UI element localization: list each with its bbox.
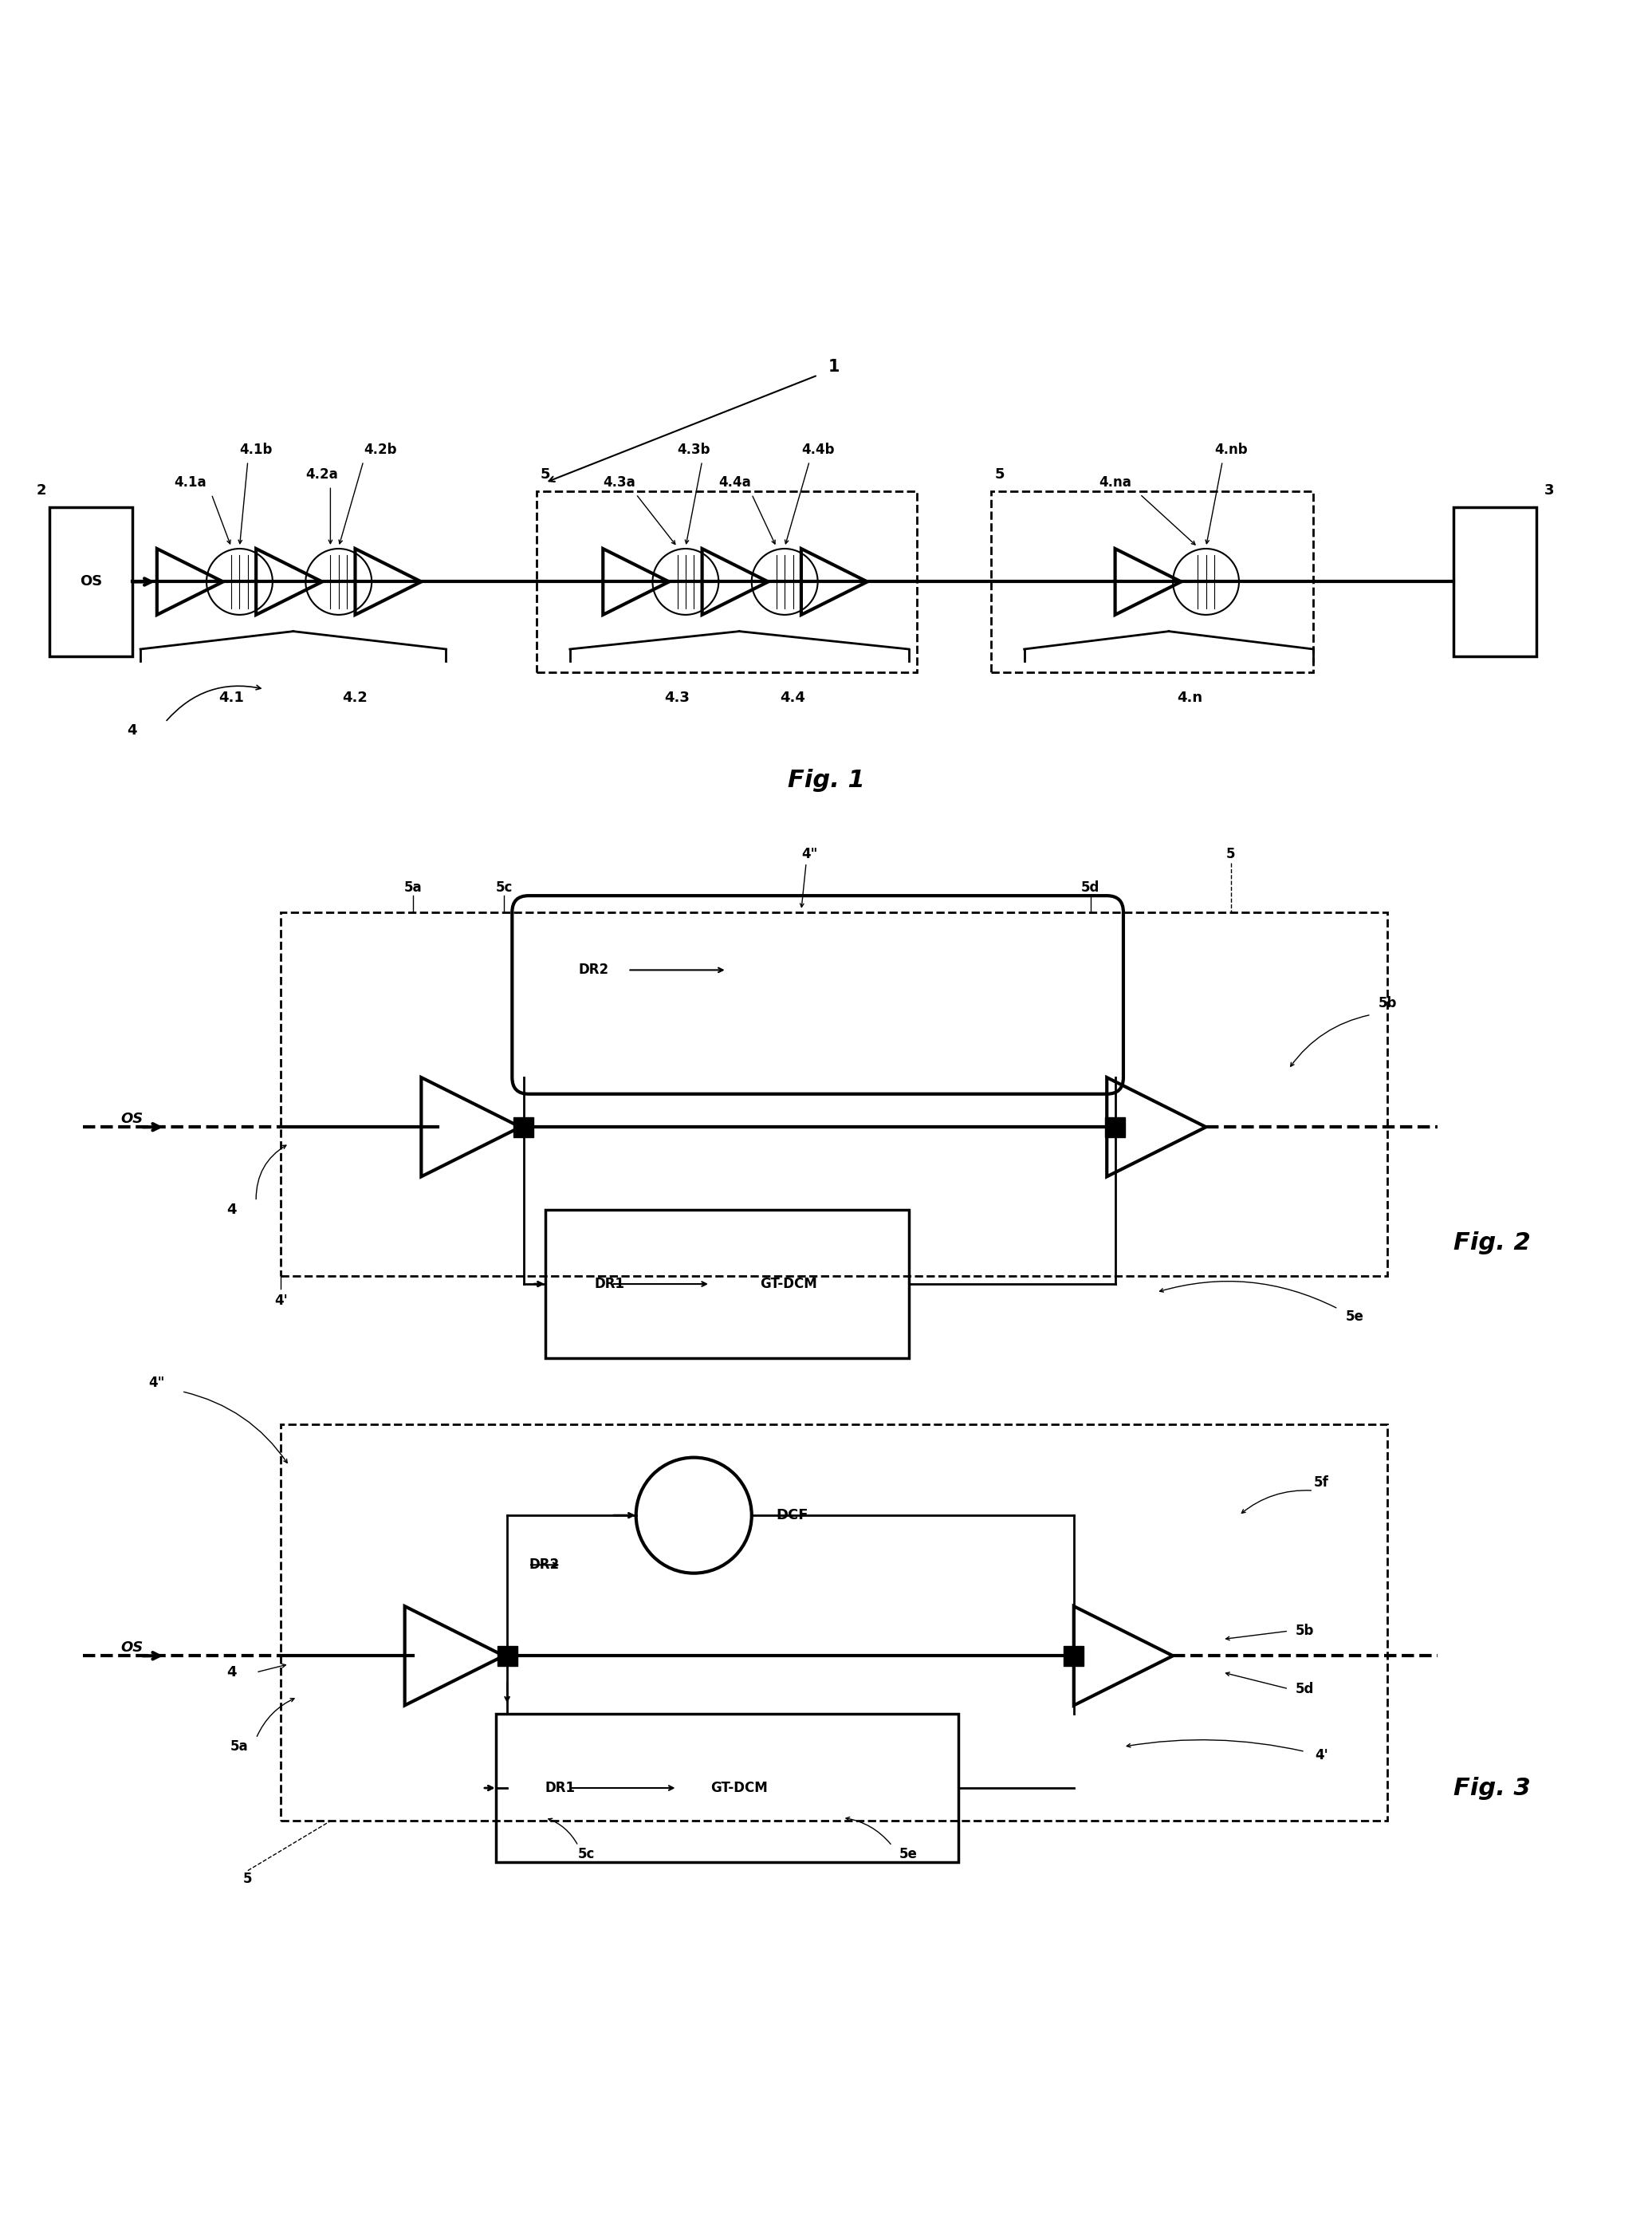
Bar — [514, 1117, 534, 1137]
Text: DR1: DR1 — [595, 1277, 624, 1290]
Bar — [991, 491, 1313, 673]
Text: 5c: 5c — [578, 1848, 595, 1861]
Bar — [281, 913, 1388, 1275]
Bar — [497, 1646, 517, 1666]
Text: 4: 4 — [226, 1202, 236, 1217]
Text: DR1: DR1 — [545, 1781, 575, 1795]
Text: 4.1: 4.1 — [218, 691, 244, 704]
Text: 5: 5 — [540, 466, 550, 482]
Text: 5b: 5b — [1295, 1624, 1315, 1639]
Text: DR2: DR2 — [578, 964, 608, 977]
Bar — [1454, 506, 1536, 655]
Text: 4.nb: 4.nb — [1214, 442, 1247, 458]
Text: 3: 3 — [1545, 484, 1555, 498]
Text: DR2: DR2 — [529, 1557, 558, 1572]
Bar — [1105, 1117, 1125, 1137]
Bar — [496, 1715, 958, 1863]
Bar — [281, 1424, 1388, 1821]
Text: 5a: 5a — [231, 1739, 248, 1755]
Text: 1: 1 — [829, 360, 839, 375]
Text: 5d: 5d — [1295, 1681, 1315, 1697]
Text: 4.4a: 4.4a — [719, 475, 752, 491]
Text: 2: 2 — [36, 484, 46, 498]
Text: 4.3a: 4.3a — [603, 475, 636, 491]
Text: 5f: 5f — [1313, 1475, 1330, 1490]
Text: OS: OS — [121, 1641, 144, 1655]
Text: 4: 4 — [127, 724, 137, 737]
Text: 5: 5 — [995, 466, 1004, 482]
Text: 5e: 5e — [899, 1848, 919, 1861]
Text: 4.na: 4.na — [1099, 475, 1132, 491]
Bar — [545, 1210, 909, 1359]
Text: 5b: 5b — [1378, 995, 1398, 1011]
Text: 4.2b: 4.2b — [363, 442, 396, 458]
Text: 4.2: 4.2 — [342, 691, 368, 704]
Text: Fig. 3: Fig. 3 — [1454, 1777, 1531, 1799]
Text: 4.4: 4.4 — [780, 691, 806, 704]
Text: 5a: 5a — [405, 880, 421, 895]
Text: 4.1a: 4.1a — [173, 475, 206, 491]
Text: 4.1b: 4.1b — [240, 442, 273, 458]
Text: 4.4b: 4.4b — [801, 442, 834, 458]
Text: 5: 5 — [243, 1872, 253, 1886]
Text: 5c: 5c — [496, 880, 512, 895]
Text: 4.2a: 4.2a — [306, 466, 339, 482]
Text: 4: 4 — [226, 1666, 236, 1679]
Text: 4": 4" — [801, 846, 818, 862]
Text: 4.n: 4.n — [1176, 691, 1203, 704]
Bar — [1064, 1646, 1084, 1666]
Text: 5e: 5e — [1345, 1310, 1365, 1324]
Text: 4': 4' — [274, 1293, 287, 1308]
Text: 5d: 5d — [1080, 880, 1100, 895]
Text: GT-DCM: GT-DCM — [760, 1277, 818, 1290]
Text: OS: OS — [121, 1110, 144, 1126]
Text: GT-DCM: GT-DCM — [710, 1781, 768, 1795]
Text: DCF: DCF — [776, 1508, 809, 1524]
Text: 4.3: 4.3 — [664, 691, 691, 704]
Text: Fig. 2: Fig. 2 — [1454, 1230, 1531, 1255]
Text: 4': 4' — [1315, 1748, 1328, 1761]
Text: 5: 5 — [1226, 846, 1236, 862]
Text: Fig. 1: Fig. 1 — [788, 768, 864, 791]
Text: 4.3b: 4.3b — [677, 442, 710, 458]
Bar — [50, 506, 132, 655]
Text: OS: OS — [79, 575, 102, 589]
Bar — [537, 491, 917, 673]
Text: 4": 4" — [149, 1377, 165, 1390]
